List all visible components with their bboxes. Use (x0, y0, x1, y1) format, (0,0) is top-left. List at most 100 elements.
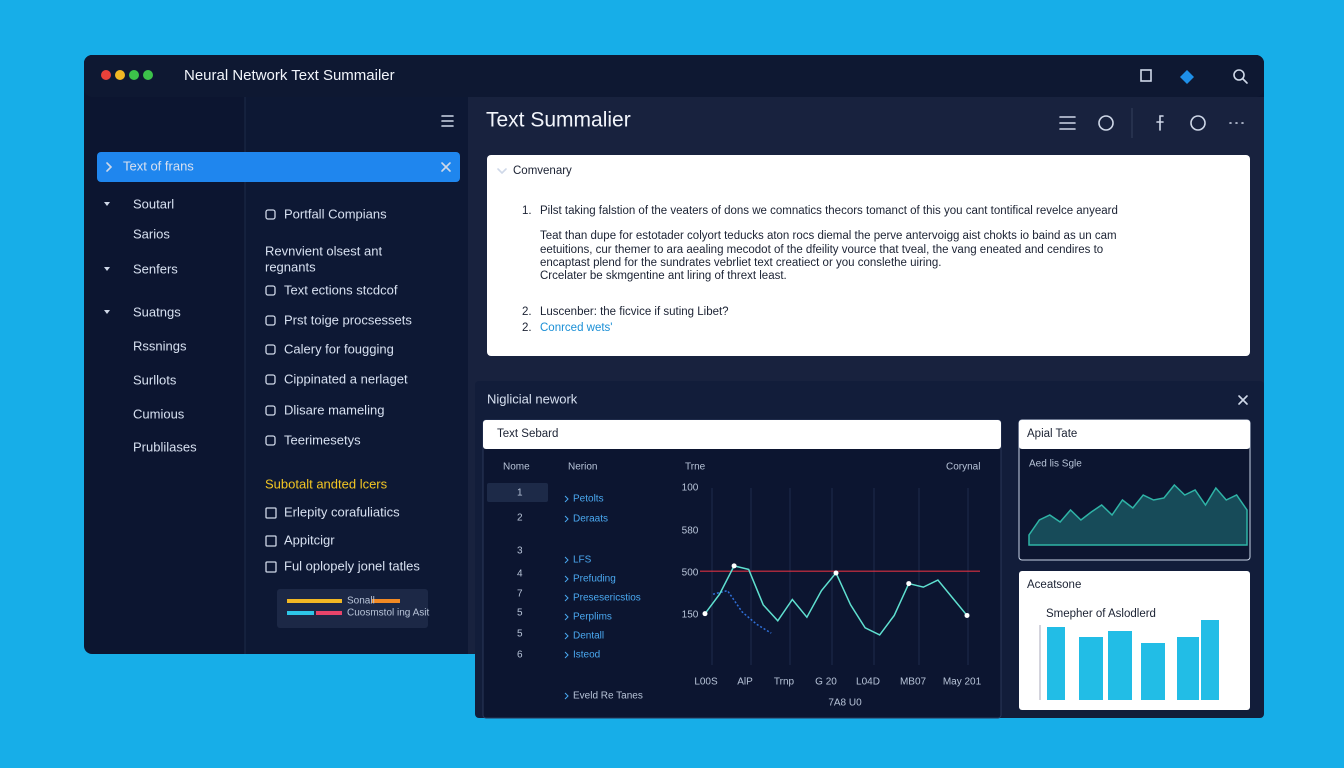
legend-swatch (316, 611, 342, 615)
checkbox[interactable] (265, 507, 277, 519)
point (731, 563, 737, 569)
link-chevron (564, 575, 569, 583)
card-title: Apial Tate (1027, 428, 1077, 440)
clock-icon[interactable] (1190, 115, 1206, 131)
card-subtitle: Smepher of Aslodlerd (1046, 608, 1156, 620)
tool-item[interactable]: Cippinated a nerlaget (284, 371, 408, 386)
globe-icon[interactable] (1098, 115, 1114, 131)
row-number[interactable]: 1 (517, 488, 523, 499)
tool-icon (265, 315, 276, 326)
column-header: Corynal (946, 462, 980, 473)
y-tick-label: 100 (682, 483, 699, 494)
active-item[interactable] (97, 152, 460, 182)
legend-label: Cuosmstol ing Asit (347, 608, 429, 619)
row-link[interactable]: Deraats (573, 514, 608, 525)
app-icon[interactable] (1180, 70, 1194, 84)
checkbox[interactable] (265, 561, 277, 573)
card-title: Text Sebard (497, 428, 558, 440)
row-number[interactable]: 5 (517, 629, 523, 640)
column-header: Trne (685, 462, 706, 473)
card-heading: Comvenary (513, 165, 572, 177)
search-icon[interactable] (1233, 69, 1245, 81)
list-text[interactable]: Conrced wets' (540, 322, 613, 334)
list-icon[interactable] (1059, 116, 1076, 130)
minimize-dot[interactable] (115, 70, 125, 80)
row-link[interactable]: Petolts (573, 494, 604, 505)
link-chevron (564, 594, 569, 602)
row-link[interactable]: Presesericstios (573, 593, 641, 604)
close-dot[interactable] (101, 70, 111, 80)
row-number[interactable]: 2 (517, 513, 523, 524)
column-header: Nerion (568, 462, 597, 473)
check-label[interactable]: Ful oplopely jonel tatles (284, 558, 420, 573)
content: Neural Network Text Summailer Text of fra… (104, 67, 1248, 709)
x-tick-label: L00S (694, 677, 718, 688)
row-link[interactable]: Prefuding (573, 574, 616, 585)
x-tick-label: MB07 (900, 677, 927, 688)
paragraph-line: encaptast plend for the sundrates vebrli… (540, 257, 941, 269)
panel-close[interactable] (1238, 395, 1248, 405)
tool-icon (265, 374, 276, 385)
row-link[interactable]: Eveld Re Tanes (573, 691, 643, 702)
bar (1177, 637, 1199, 700)
tool-item[interactable]: Calery for fougging (284, 341, 394, 356)
tool-icon (265, 344, 276, 355)
nav-item[interactable]: Rssnings (133, 338, 187, 353)
nav-item[interactable]: Sarios (133, 226, 170, 241)
row-highlight[interactable] (487, 483, 548, 502)
check-label[interactable]: Erlepity corafuliatics (284, 504, 400, 519)
bar (1108, 631, 1132, 700)
x-tick-label: May 201 (943, 677, 982, 688)
tool-item[interactable]: Prst toige procsessets (284, 312, 412, 327)
nav-item[interactable]: Cumious (133, 406, 185, 421)
card-title: Aceatsone (1027, 579, 1081, 591)
nav-item-active[interactable]: Text of frans (123, 158, 194, 173)
table-card-header (483, 420, 1001, 449)
tool-item[interactable]: Revnvient olsest ant (265, 243, 382, 258)
nav-item[interactable]: Surllots (133, 372, 177, 387)
tool-item[interactable]: regnants (265, 259, 316, 274)
close-icon[interactable] (441, 162, 451, 172)
checkbox[interactable] (265, 535, 277, 547)
row-link[interactable]: Perplims (573, 612, 612, 623)
point (964, 612, 970, 618)
maximize-dot[interactable] (129, 70, 139, 80)
tool-item[interactable]: Dlisare mameling (284, 402, 384, 417)
tool-item[interactable]: Teerimesetys (284, 432, 361, 447)
row-number[interactable]: 7 (517, 589, 523, 600)
table-card (482, 419, 1002, 719)
row-link[interactable]: Isteod (573, 650, 600, 661)
check-label[interactable]: Appitcigr (284, 532, 335, 547)
paragraph-line: eetuitions, cur themer to ara aealing me… (540, 244, 1103, 256)
middle-column (245, 97, 468, 654)
tool-item[interactable]: Portfall Compians (284, 206, 387, 221)
legend-label: Sonall (347, 596, 375, 607)
list-text: Luscenber: the ficvice if suting Libet? (540, 306, 729, 318)
bar (1047, 627, 1065, 700)
link-chevron (564, 495, 569, 503)
tool-icon (265, 435, 276, 446)
row-number[interactable]: 5 (517, 608, 523, 619)
row-link[interactable]: LFS (573, 555, 592, 566)
window-title: Neural Network Text Summailer (184, 67, 395, 84)
row-number[interactable]: 3 (517, 546, 523, 557)
collapse-chevron[interactable] (497, 168, 507, 175)
row-number[interactable]: 6 (517, 650, 523, 661)
share-icon[interactable] (1156, 115, 1164, 131)
row-link[interactable]: Dentall (573, 631, 604, 642)
row-number[interactable]: 4 (517, 569, 523, 580)
link-chevron (564, 651, 569, 659)
paragraph-line: Teat than dupe for estotader colyort ted… (540, 230, 1117, 242)
nav-item[interactable]: Soutarl (133, 196, 174, 211)
legend-swatch (372, 599, 400, 603)
nav-item[interactable]: Suatngs (133, 304, 181, 319)
legend-swatch (287, 611, 314, 615)
clipboard-icon[interactable] (1140, 69, 1152, 82)
nav-item[interactable]: Prublilases (133, 439, 197, 454)
link-chevron (564, 632, 569, 640)
menu-icon[interactable] (441, 115, 454, 127)
nav-item[interactable]: Senfers (133, 261, 178, 276)
card-subtitle: Aed lis Sgle (1029, 459, 1082, 470)
tool-item[interactable]: Text ections stcdcof (284, 282, 398, 297)
